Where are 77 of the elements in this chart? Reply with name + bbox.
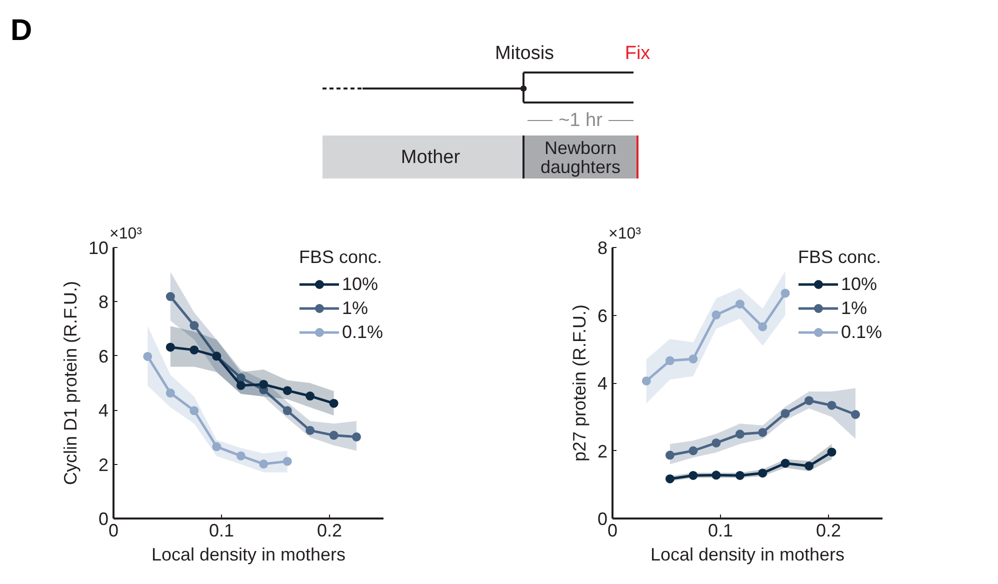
legend-title: FBS conc. (798, 247, 882, 268)
text: Fix (624, 43, 651, 64)
y-tick-label: 8 (597, 238, 608, 258)
text: ~1 hr (558, 110, 604, 131)
point (827, 448, 836, 457)
point (780, 408, 790, 418)
point (780, 288, 790, 298)
point (259, 460, 268, 469)
text: ×10³ (110, 226, 143, 242)
legend-label: 10% (342, 273, 378, 295)
point (329, 430, 338, 440)
point (665, 474, 674, 484)
text: D (10, 14, 32, 47)
point (166, 342, 175, 352)
y-axis-title: p27 protein (R.F.U.) (569, 304, 590, 462)
point (352, 432, 361, 442)
point (190, 345, 199, 354)
y-tick-label: 10 (88, 238, 109, 258)
legend-label: 10% (840, 273, 877, 295)
point (688, 446, 698, 456)
point (758, 468, 768, 478)
point (665, 356, 674, 366)
x-axis-title: Local density in mothers (650, 544, 845, 564)
y-axis-title: Cyclin D1 protein (R.F.U.) (60, 280, 80, 486)
legend-label: 0.1% (342, 321, 383, 343)
point (827, 400, 836, 410)
point (758, 428, 768, 437)
x-axis-title: Local density in mothers (151, 544, 346, 564)
point (688, 470, 698, 480)
point (329, 398, 338, 408)
point (166, 388, 175, 398)
point (306, 426, 315, 435)
point (306, 392, 315, 400)
point (665, 450, 674, 460)
point (804, 396, 814, 406)
y-tick-label: 2 (98, 454, 109, 475)
point (259, 380, 268, 389)
point (642, 376, 651, 386)
y-tick-label: 4 (98, 400, 109, 421)
point (804, 462, 814, 470)
point (212, 442, 222, 452)
point (851, 410, 860, 419)
point (735, 470, 744, 480)
legend-label: 1% (342, 297, 368, 319)
y-tick-label: 2 (597, 441, 608, 462)
y-tick-label: 6 (597, 306, 608, 326)
point (712, 438, 721, 448)
text: Newborn daughters (540, 138, 621, 177)
x-tick-label: 0.1 (708, 520, 734, 540)
point (735, 300, 744, 309)
point (143, 352, 152, 361)
point (282, 456, 292, 466)
point (166, 292, 175, 302)
text: Mother (400, 147, 461, 168)
y-tick-label: 6 (98, 346, 109, 366)
x-tick-label: 0.2 (316, 520, 342, 540)
legend-label: 0.1% (840, 321, 882, 343)
point (190, 321, 199, 330)
x-tick-label: 0.2 (816, 520, 842, 540)
point (236, 380, 246, 390)
y-tick-label: 4 (597, 374, 608, 394)
text: ×10³ (608, 226, 642, 242)
text: Mitosis (494, 43, 554, 64)
legend-title: FBS conc. (298, 247, 383, 268)
legend-label: 1% (840, 297, 867, 319)
point (190, 406, 199, 416)
point (780, 458, 790, 468)
point (688, 354, 698, 364)
point (236, 451, 246, 460)
point (712, 310, 721, 320)
point (712, 470, 721, 480)
x-tick-label: 0.1 (208, 520, 234, 540)
point (282, 386, 292, 396)
point (758, 322, 768, 332)
point (735, 430, 744, 439)
y-tick-label: 8 (98, 292, 109, 312)
point (282, 406, 292, 416)
